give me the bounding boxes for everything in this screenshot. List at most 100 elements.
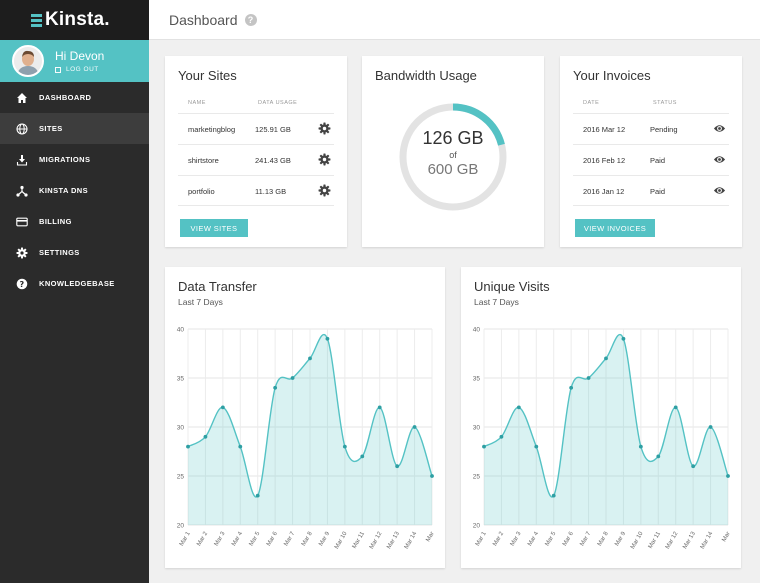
gear-icon[interactable] — [318, 122, 331, 135]
table-row[interactable]: 2016 Jan 12 Paid — [573, 175, 729, 206]
view-sites-button[interactable]: VIEW SITES — [180, 219, 248, 237]
x-tick-label: Mar 14 — [404, 530, 419, 550]
bandwidth-card: Bandwidth Usage 126 GB of 600 GB — [362, 56, 544, 247]
sidebar-item-settings[interactable]: SETTINGS — [0, 237, 149, 268]
data-point — [325, 336, 330, 341]
data-transfer-chart: 20 25 30 35 40 Mar 1 Mar 2 Mar 3 Mar 4 Mar 5 Mar 6… — [177, 327, 436, 551]
site-name[interactable]: shirtstore — [188, 156, 219, 165]
invoice-status: Pending — [650, 125, 678, 134]
gear-icon[interactable] — [318, 153, 331, 166]
gear-icon[interactable] — [318, 184, 331, 197]
data-point — [377, 405, 382, 410]
invoices-col-date: DATE — [583, 100, 600, 106]
x-tick-label: Mar 3 — [214, 530, 227, 547]
credit-card-icon — [16, 216, 28, 228]
y-tick-label: 25 — [177, 474, 185, 481]
table-row[interactable]: shirtstore 241.43 GB — [178, 144, 334, 175]
x-tick-label: Mar 1 — [475, 530, 488, 547]
data-point — [186, 444, 190, 449]
eye-icon[interactable] — [713, 184, 726, 197]
data-point — [360, 454, 365, 459]
data-point — [412, 425, 417, 429]
sidebar-item-label: DASHBOARD — [39, 93, 92, 102]
x-tick-label: Mar 4 — [527, 530, 540, 547]
x-tick-label: Mar 12 — [369, 530, 384, 550]
table-row[interactable]: 2016 Mar 12 Pending — [573, 113, 729, 144]
table-row[interactable]: 2016 Feb 12 Paid — [573, 144, 729, 175]
sites-card: Your Sites NAME DATA USAGE marketingblog… — [165, 56, 347, 247]
table-row[interactable]: marketingblog 125.91 GB — [178, 113, 334, 144]
data-point — [430, 474, 434, 478]
data-point — [308, 356, 312, 361]
site-usage: 11.13 GB — [255, 187, 287, 196]
y-tick-label: 25 — [473, 474, 481, 481]
data-point — [708, 425, 713, 429]
x-tick-label: Mar 6 — [562, 530, 575, 547]
data-point — [586, 376, 591, 380]
data-point — [534, 444, 539, 449]
logo[interactable]: Kinsta. — [0, 0, 149, 40]
y-tick-label: 30 — [177, 425, 185, 432]
x-tick-label: Mar 4 — [231, 530, 244, 547]
sites-col-name: NAME — [188, 100, 206, 106]
view-invoices-button[interactable]: VIEW INVOICES — [575, 219, 655, 237]
sidebar-item-dashboard[interactable]: DASHBOARD — [0, 82, 149, 113]
invoice-date: 2016 Jan 12 — [583, 187, 625, 196]
chart-title: Data Transfer — [178, 279, 257, 294]
logo-text: Kinsta. — [45, 9, 110, 30]
x-tick-label: Mar — [721, 531, 731, 543]
home-icon — [16, 92, 28, 104]
table-row[interactable]: portfolio 11.13 GB — [178, 175, 334, 206]
data-point — [273, 385, 278, 390]
invoices-col-status: STATUS — [653, 100, 677, 106]
bandwidth-ring — [399, 103, 507, 211]
user-panel: Hi Devon LOG OUT — [0, 40, 149, 82]
sites-title: Your Sites — [178, 68, 237, 83]
x-tick-label: Mar 8 — [301, 530, 314, 547]
help-circle-icon[interactable]: ? — [244, 13, 257, 26]
sidebar: Kinsta. Hi Devon LOG OUT DASHBOARD SITES — [0, 0, 149, 583]
x-tick-label: Mar 5 — [545, 530, 558, 547]
invoice-date: 2016 Feb 12 — [583, 156, 626, 165]
x-tick-label: Mar 6 — [266, 530, 279, 547]
eye-icon[interactable] — [713, 122, 726, 135]
data-point — [516, 405, 521, 410]
sidebar-item-kinsta-dns[interactable]: KINSTA DNS — [0, 175, 149, 206]
sidebar-item-sites[interactable]: SITES — [0, 113, 149, 144]
invoices-card: Your Invoices DATE STATUS 2016 Mar 12 Pe… — [560, 56, 742, 247]
x-tick-label: Mar 10 — [630, 530, 645, 550]
x-tick-label: Mar — [425, 531, 435, 543]
x-tick-label: Mar 10 — [334, 530, 349, 550]
data-point — [482, 444, 486, 449]
sidebar-item-label: KINSTA DNS — [39, 186, 88, 195]
site-name[interactable]: portfolio — [188, 187, 215, 196]
sidebar-item-migrations[interactable]: MIGRATIONS — [0, 144, 149, 175]
data-point — [621, 336, 626, 341]
data-point — [220, 405, 225, 410]
site-name[interactable]: marketingblog — [188, 125, 236, 134]
logout-link[interactable]: LOG OUT — [55, 66, 104, 73]
x-tick-label: Mar 14 — [700, 530, 715, 550]
sidebar-item-billing[interactable]: BILLING — [0, 206, 149, 237]
sidebar-item-knowledgebase[interactable]: ? KNOWLEDGEBASE — [0, 268, 149, 299]
avatar[interactable] — [12, 45, 44, 77]
sidebar-item-label: BILLING — [39, 217, 72, 226]
data-point — [342, 444, 347, 449]
help-icon: ? — [16, 278, 28, 290]
top-header: Dashboard ? — [149, 0, 760, 40]
eye-icon[interactable] — [713, 153, 726, 166]
data-point — [203, 434, 208, 439]
logout-icon — [55, 66, 61, 73]
x-tick-label: Mar 13 — [682, 530, 697, 550]
data-transfer-card: 20 25 30 35 40 Mar 1 Mar 2 Mar 3 Mar 4 Mar 5 Mar 6… — [165, 267, 445, 568]
sidebar-item-label: KNOWLEDGEBASE — [39, 279, 115, 288]
sidebar-nav: DASHBOARD SITES MIGRATIONS KINSTA DNS BI… — [0, 82, 149, 299]
sidebar-item-label: SETTINGS — [39, 248, 80, 257]
download-icon — [16, 154, 28, 166]
globe-icon — [16, 122, 28, 135]
x-tick-label: Mar 12 — [665, 530, 680, 550]
invoices-title: Your Invoices — [573, 68, 651, 83]
data-point — [726, 474, 730, 478]
x-tick-label: Mar 11 — [352, 530, 367, 549]
site-usage: 125.91 GB — [255, 125, 291, 134]
